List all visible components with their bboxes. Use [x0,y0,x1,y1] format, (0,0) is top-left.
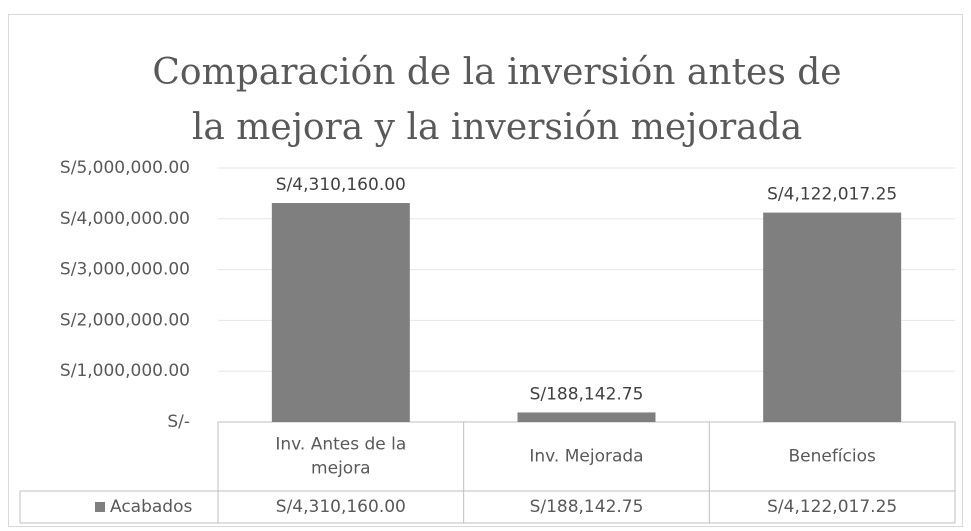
table-value: S/188,142.75 [530,497,644,517]
x-tick-label: Benefícios [788,447,876,467]
data-label: S/4,310,160.00 [276,175,406,195]
y-tick-label: S/5,000,000.00 [60,158,190,178]
y-tick-label: S/1,000,000.00 [60,361,190,381]
legend-key [95,502,105,512]
bar [517,412,656,422]
bar [271,203,410,422]
x-tick-label: mejora [311,459,371,479]
y-tick-label: S/3,000,000.00 [60,260,190,280]
data-label: S/188,142.75 [530,384,644,404]
y-tick-label: S/4,000,000.00 [60,209,190,229]
x-tick-label: Inv. Antes de la [275,435,406,455]
data-label: S/4,122,017.25 [767,185,897,205]
chart-title: Comparación de la inversión antes de [152,52,841,93]
legend-label: Acabados [110,497,192,517]
bar [763,212,902,422]
x-tick-label: Inv. Mejorada [529,447,643,467]
table-value: S/4,122,017.25 [767,497,897,517]
y-tick-label: S/2,000,000.00 [60,310,190,330]
y-tick-label: S/- [167,412,190,432]
chart-title: la mejora y la inversión mejorada [192,107,802,148]
table-value: S/4,310,160.00 [276,497,406,517]
